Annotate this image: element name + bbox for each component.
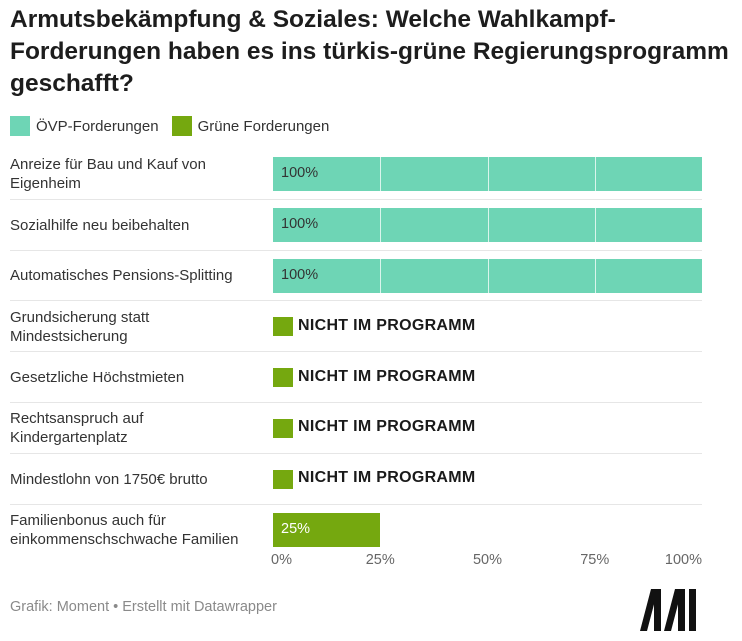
legend-item-ovp: ÖVP-Forderungen bbox=[10, 116, 159, 136]
bar-gridline bbox=[594, 208, 596, 243]
row-separator bbox=[10, 198, 702, 200]
bar-gridline bbox=[380, 157, 382, 192]
bar bbox=[273, 208, 702, 243]
bar bbox=[273, 157, 702, 192]
not-in-program-label: NICHT IM PROGRAMM bbox=[298, 469, 476, 487]
bar-value-label: 100% bbox=[281, 267, 319, 283]
row-label: Anreize für Bau und Kauf von Eigenheim bbox=[10, 156, 206, 193]
row-separator bbox=[10, 503, 702, 505]
row-separator bbox=[10, 351, 702, 353]
x-tick-label: 50% bbox=[472, 552, 503, 568]
legend-label-gruene: Grüne Forderungen bbox=[197, 117, 330, 135]
legend-label-ovp: ÖVP-Forderungen bbox=[36, 117, 159, 135]
x-tick-label: 25% bbox=[365, 552, 395, 568]
row-label: Automatisches Pensions-Splitting bbox=[10, 267, 233, 285]
not-in-program-marker bbox=[273, 317, 293, 337]
bar-gridline bbox=[487, 157, 489, 192]
legend-item-gruene: Grüne Forderungen bbox=[171, 116, 330, 136]
bar-gridline bbox=[380, 259, 382, 293]
bar-value-label: 100% bbox=[281, 216, 319, 233]
row-separator bbox=[10, 452, 702, 454]
bar bbox=[273, 513, 381, 547]
x-tick-label: 75% bbox=[580, 552, 610, 568]
not-in-program-marker bbox=[273, 368, 293, 388]
bar-value-label: 100% bbox=[281, 165, 319, 182]
bar-gridline bbox=[487, 208, 489, 243]
row-separator bbox=[10, 249, 702, 251]
bar bbox=[273, 259, 702, 293]
bar-gridline bbox=[487, 259, 489, 293]
not-in-program-marker bbox=[273, 469, 293, 489]
row-label: Mindestlohn von 1750€ brutto bbox=[10, 470, 208, 488]
not-in-program-label: NICHT IM PROGRAMM bbox=[298, 418, 476, 436]
row-label: Sozialhilfe neu beibehalten bbox=[10, 216, 190, 234]
bar-gridline bbox=[594, 157, 596, 192]
row-label: Rechtsanspruch auf Kindergartenplatz bbox=[10, 410, 144, 447]
legend: ÖVP-Forderungen Grüne Forderungen bbox=[10, 116, 342, 136]
chart-title: Armutsbekämpfung & Soziales: Welche Wahl… bbox=[10, 6, 729, 97]
row-separator bbox=[10, 402, 702, 403]
x-tick-label: 0% bbox=[271, 552, 292, 568]
row-label: Familienbonus auch für einkommenschschwa… bbox=[10, 511, 239, 548]
not-in-program-label: NICHT IM PROGRAMM bbox=[298, 316, 476, 334]
not-in-program-marker bbox=[273, 418, 293, 438]
legend-swatch-gruene bbox=[171, 116, 192, 136]
bar-value-label: 25% bbox=[281, 521, 311, 537]
row-separator bbox=[10, 300, 702, 302]
row-label: Grundsicherung statt Mindestsicherung bbox=[10, 308, 150, 345]
x-tick-label: 100% bbox=[664, 552, 702, 568]
legend-swatch-ovp bbox=[10, 116, 30, 136]
bar-gridline bbox=[594, 259, 596, 293]
row-label: Gesetzliche Höchstmieten bbox=[10, 369, 185, 387]
moment-logo-icon bbox=[640, 589, 696, 631]
bar-gridline bbox=[380, 208, 382, 243]
footer-credit: Grafik: Moment • Erstellt mit Datawrappe… bbox=[10, 599, 277, 615]
not-in-program-label: NICHT IM PROGRAMM bbox=[298, 367, 476, 385]
